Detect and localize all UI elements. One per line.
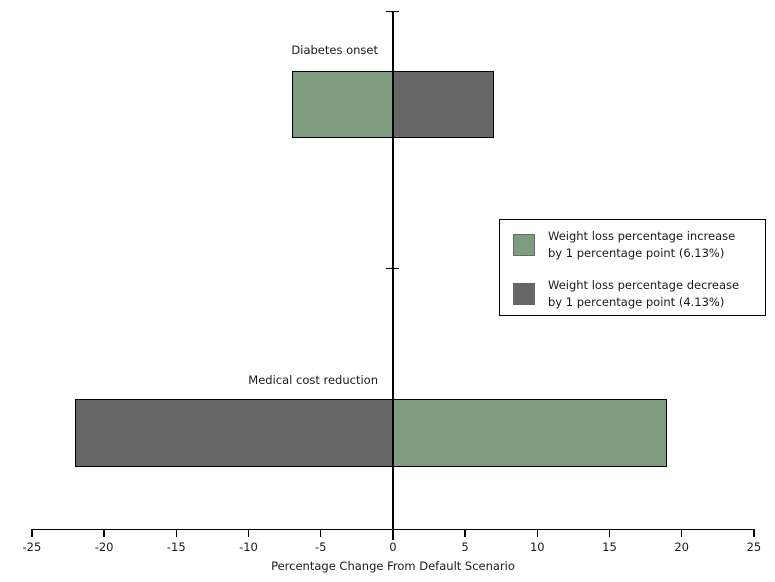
x-tick-label: 10 [529,540,545,554]
legend-label-decrease-line1: Weight loss percentage decrease [548,278,740,292]
x-tick [103,529,105,537]
x-tick-label: -5 [314,540,327,554]
category-label-medical-cost-reduction: Medical cost reduction [248,373,378,387]
legend-swatch-increase-icon [513,234,535,256]
x-tick [247,529,250,537]
x-tick [464,529,466,537]
legend-entry-increase: Weight loss percentage increase by 1 per… [513,228,735,262]
bar-segment [291,71,393,138]
y-axis-tick-middle [386,267,399,269]
x-tick [392,529,394,537]
legend-label-increase-line1: Weight loss percentage increase [548,229,736,243]
bar-segment [75,399,393,467]
x-tick-label: 5 [461,540,469,554]
x-tick-label: -15 [166,540,186,554]
x-tick [680,529,683,537]
legend-box: Weight loss percentage increase by 1 per… [499,219,766,316]
legend-label-decrease-line2: by 1 percentage point (4.13%) [548,295,725,309]
x-tick [175,529,178,537]
x-tick [608,529,611,537]
y-axis-tick-top [386,10,399,12]
bar-segment [392,71,494,138]
legend-swatch-decrease-icon [513,283,535,305]
x-tick-label: -10 [239,540,258,554]
bar-segment [392,399,668,467]
x-tick-label: 25 [746,540,762,554]
zero-axis-line [392,11,394,540]
x-axis-title: Percentage Change From Default Scenario [271,559,515,573]
legend-label-increase: Weight loss percentage increase by 1 per… [548,228,735,262]
x-tick-label: 0 [389,540,397,554]
x-tick [753,529,755,537]
category-label-diabetes-onset: Diabetes onset [291,43,378,57]
legend-entry-decrease: Weight loss percentage decrease by 1 per… [513,277,739,311]
x-tick-label: -25 [22,540,42,554]
x-tick-label: 15 [602,540,617,554]
x-tick [536,529,539,537]
x-tick-label: 20 [674,540,689,554]
x-tick [31,529,33,537]
legend-label-increase-line2: by 1 percentage point (6.13%) [548,246,725,260]
x-tick-label: -20 [94,540,114,554]
legend-label-decrease: Weight loss percentage decrease by 1 per… [548,277,739,311]
x-tick [319,529,322,537]
